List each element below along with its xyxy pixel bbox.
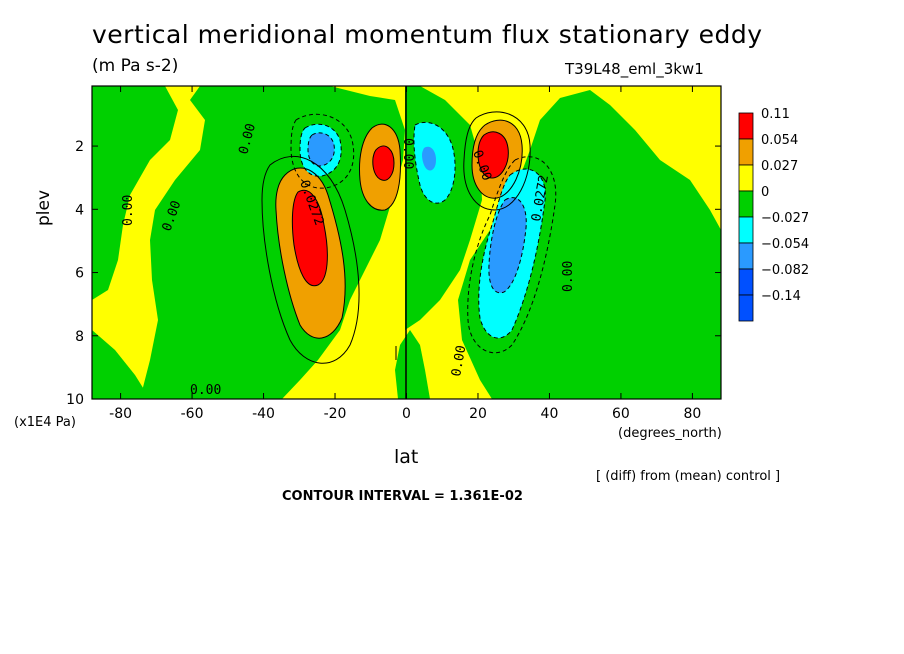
y-tick-label: 8 (75, 329, 84, 345)
plot-area: 0.00 0.00 0.00 0.00 0.00 0.0272 0.0272 0… (92, 86, 721, 399)
green-region-low-sh (92, 330, 150, 399)
colorbar-swatch (738, 138, 754, 166)
blue-region-nh (488, 197, 527, 293)
colorbar: 0.11 0.054 0.027 0 −0.027 −0.054 −0.082 −0.14 (738, 107, 809, 322)
y-tick-label: 4 (75, 202, 84, 218)
colorbar-swatch (738, 242, 754, 270)
red-region-sh-upper (372, 145, 394, 181)
blue-region-sh-upper (308, 132, 335, 166)
y-axis-units: (x1E4 Pa) (14, 415, 76, 430)
contour-label: 0.00 (561, 261, 576, 292)
red-region-nh-upper (478, 131, 509, 178)
colorbar-swatch (738, 164, 754, 192)
colorbar-swatch (738, 190, 754, 218)
colorbar-label: 0.11 (761, 107, 790, 122)
negative-contours (290, 113, 557, 354)
x-tick-label: -60 (181, 406, 204, 422)
x-tick-label: -40 (252, 406, 275, 422)
x-tick-label: 0 (402, 406, 411, 422)
x-axis: -80 -60 -40 -20 0 20 40 60 80 (109, 86, 701, 422)
contour-label: 0.00 (190, 383, 221, 398)
x-axis-units: (degrees_north) (618, 426, 722, 441)
x-tick-label: 40 (541, 406, 559, 422)
x-axis-label: lat (394, 446, 419, 468)
contour-interval: CONTOUR INTERVAL = 1.361E-02 (282, 489, 523, 504)
contour-label: 0.00 (449, 344, 469, 377)
x-tick-label: -20 (324, 406, 347, 422)
colorbar-label: 0.027 (761, 159, 798, 174)
colorbar-label: −0.082 (761, 263, 809, 278)
colorbar-label: 0.054 (761, 133, 798, 148)
green-region-low-eq (395, 330, 430, 399)
diff-note: [ (diff) from (mean) control ] (596, 469, 781, 484)
blue-region-eq (422, 146, 436, 171)
red-region-sh (292, 190, 328, 286)
run-name: T39L48_eml_3kw1 (565, 60, 704, 78)
x-tick-label: 80 (683, 406, 701, 422)
y-axis: 2 4 6 8 10 (66, 139, 721, 408)
chart-units: (m Pa s-2) (92, 56, 179, 76)
contour-label: 0.00 (121, 195, 136, 226)
colorbar-label: −0.14 (761, 289, 801, 304)
green-region-west (92, 86, 178, 300)
colorbar-swatch (738, 112, 754, 140)
contour-label: 0.00 (400, 138, 415, 169)
x-tick-label: -80 (109, 406, 132, 422)
colorbar-label: 0 (761, 185, 769, 200)
contour-lines (261, 86, 531, 399)
y-tick-label: 10 (66, 392, 84, 408)
y-tick-label: 6 (75, 266, 84, 282)
chart-title: vertical meridional momentum flux statio… (92, 20, 763, 49)
y-tick-label: 2 (75, 139, 84, 155)
y-axis-label: plev (34, 189, 54, 226)
colorbar-swatch (738, 294, 754, 322)
colorbar-label: −0.054 (761, 237, 809, 252)
colorbar-swatch (738, 216, 754, 244)
x-tick-label: 60 (612, 406, 630, 422)
green-region-nh (458, 90, 721, 399)
colorbar-swatch (738, 268, 754, 296)
x-tick-label: 20 (469, 406, 487, 422)
colorbar-label: −0.027 (761, 211, 809, 226)
